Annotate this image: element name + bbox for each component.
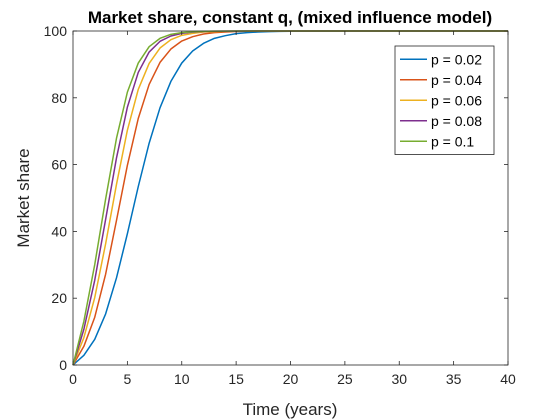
y-tick-label: 100 xyxy=(44,23,68,39)
legend: p = 0.02 p = 0.04 p = 0.06 p = 0.08 p = 0.1 xyxy=(394,45,495,155)
y-tick-label: 0 xyxy=(59,357,67,373)
legend-label-4: p = 0.08 xyxy=(431,113,482,129)
legend-label-5: p = 0.1 xyxy=(431,133,474,149)
x-tick-label: 25 xyxy=(337,371,353,387)
x-tick-label: 30 xyxy=(391,371,407,387)
y-tick-label: 80 xyxy=(51,90,67,106)
axes xyxy=(72,30,509,366)
x-tick-label: 35 xyxy=(446,371,462,387)
x-tick-label: 5 xyxy=(123,371,131,387)
tick-labels: 0 5 10 15 20 25 30 35 40 0 20 40 60 80 100 xyxy=(44,23,516,387)
y-tick-label: 60 xyxy=(51,157,67,173)
x-tick-label: 40 xyxy=(500,371,516,387)
x-tick-label: 20 xyxy=(283,371,299,387)
y-tick-label: 20 xyxy=(51,290,67,306)
y-axis-label: Market share xyxy=(14,148,33,247)
legend-label-2: p = 0.04 xyxy=(431,72,482,88)
legend-label-1: p = 0.02 xyxy=(431,51,482,67)
chart-title: Market share, constant q, (mixed influen… xyxy=(88,8,492,27)
x-axis-label: Time (years) xyxy=(243,400,338,419)
x-tick-label: 0 xyxy=(69,371,77,387)
legend-label-3: p = 0.06 xyxy=(431,92,482,108)
x-tick-label: 15 xyxy=(228,371,244,387)
x-tick-label: 10 xyxy=(174,371,190,387)
y-tick-label: 40 xyxy=(51,223,67,239)
